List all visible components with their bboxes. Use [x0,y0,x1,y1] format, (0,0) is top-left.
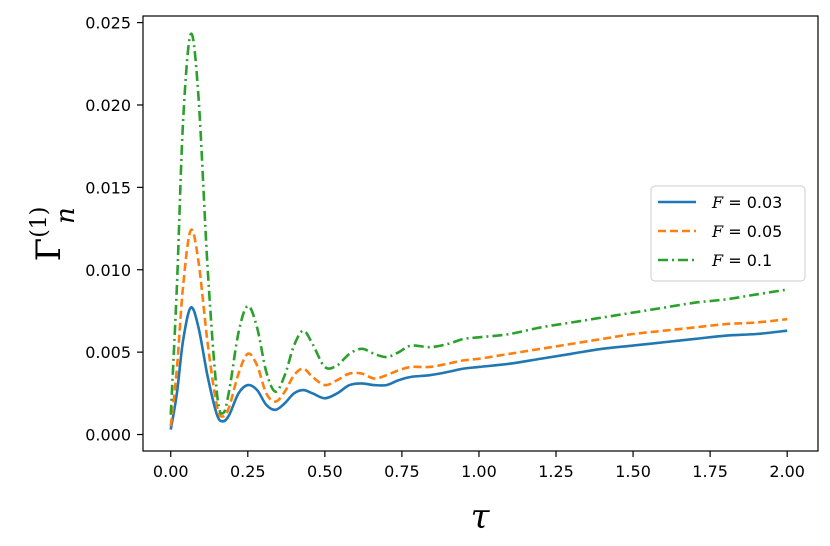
svg-text:Γ(1): Γ(1) [27,207,69,262]
y-tick-label: 0.025 [85,14,131,33]
x-tick-label: 1.25 [538,462,574,481]
y-tick-label: 0.005 [85,343,131,362]
series-line-1 [169,306,788,430]
y-label-main: Γ [29,238,69,262]
x-tick-label: 0.50 [307,462,343,481]
y-axis-label: Γ(1) n [27,207,81,262]
x-axis-label: τ [471,497,491,537]
x-tick-label: 1.50 [615,462,651,481]
x-tick-label: 2.00 [769,462,805,481]
legend: F = 0.03 F = 0.05 F = 0.1 [650,185,806,282]
x-axis-ticks: 0.00 0.25 0.50 0.75 1.00 1.25 1.50 1.75 2.00 [153,451,805,481]
plot-frame [142,15,819,452]
y-tick-label: 0.000 [85,426,131,445]
x-tick-label: 0.75 [384,462,420,481]
y-tick-label: 0.010 [85,261,131,280]
series-layer [169,32,788,430]
y-label-sub: n [51,207,81,224]
y-tick-label: 0.015 [85,178,131,197]
series-line-3 [169,32,788,415]
legend-label-2: F = 0.05 [711,222,782,241]
series-line-2 [169,228,788,427]
x-tick-label: 1.75 [692,462,728,481]
legend-label-3: F = 0.1 [711,251,772,270]
y-label-sup: (1) [27,207,52,238]
legend-box [650,185,806,282]
legend-label-1: F = 0.03 [711,193,782,212]
x-tick-label: 0.25 [230,462,266,481]
x-tick-label: 1.00 [461,462,497,481]
x-tick-label: 0.00 [153,462,189,481]
y-tick-label: 0.020 [85,96,131,115]
y-axis-ticks: 0.000 0.005 0.010 0.015 0.020 0.025 [85,14,143,445]
